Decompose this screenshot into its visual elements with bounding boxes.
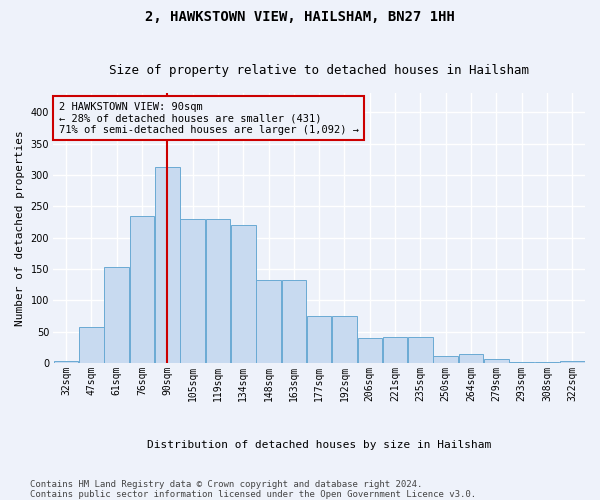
Bar (104, 267, 129, 363)
Bar (307, 316, 331, 363)
Bar (509, 362, 534, 363)
Bar (560, 361, 584, 363)
Bar (535, 362, 559, 363)
Y-axis label: Number of detached properties: Number of detached properties (15, 130, 25, 326)
Text: 2, HAWKSTOWN VIEW, HAILSHAM, BN27 1HH: 2, HAWKSTOWN VIEW, HAILSHAM, BN27 1HH (145, 10, 455, 24)
Text: 2 HAWKSTOWN VIEW: 90sqm
← 28% of detached houses are smaller (431)
71% of semi-d: 2 HAWKSTOWN VIEW: 90sqm ← 28% of detache… (59, 102, 359, 134)
Bar (332, 316, 357, 363)
Bar (408, 338, 433, 363)
Bar (155, 168, 179, 363)
Bar (206, 220, 230, 363)
Text: Contains HM Land Registry data © Crown copyright and database right 2024.
Contai: Contains HM Land Registry data © Crown c… (30, 480, 476, 499)
Bar (358, 338, 382, 363)
Bar (256, 280, 281, 363)
Bar (79, 328, 104, 363)
X-axis label: Distribution of detached houses by size in Hailsham: Distribution of detached houses by size … (147, 440, 491, 450)
Bar (383, 338, 407, 363)
Bar (459, 354, 484, 363)
Bar (231, 224, 256, 363)
Title: Size of property relative to detached houses in Hailsham: Size of property relative to detached ho… (109, 64, 529, 77)
Bar (181, 220, 205, 363)
Bar (130, 216, 154, 363)
Bar (484, 360, 509, 363)
Bar (54, 361, 78, 363)
Bar (281, 280, 306, 363)
Bar (433, 356, 458, 363)
